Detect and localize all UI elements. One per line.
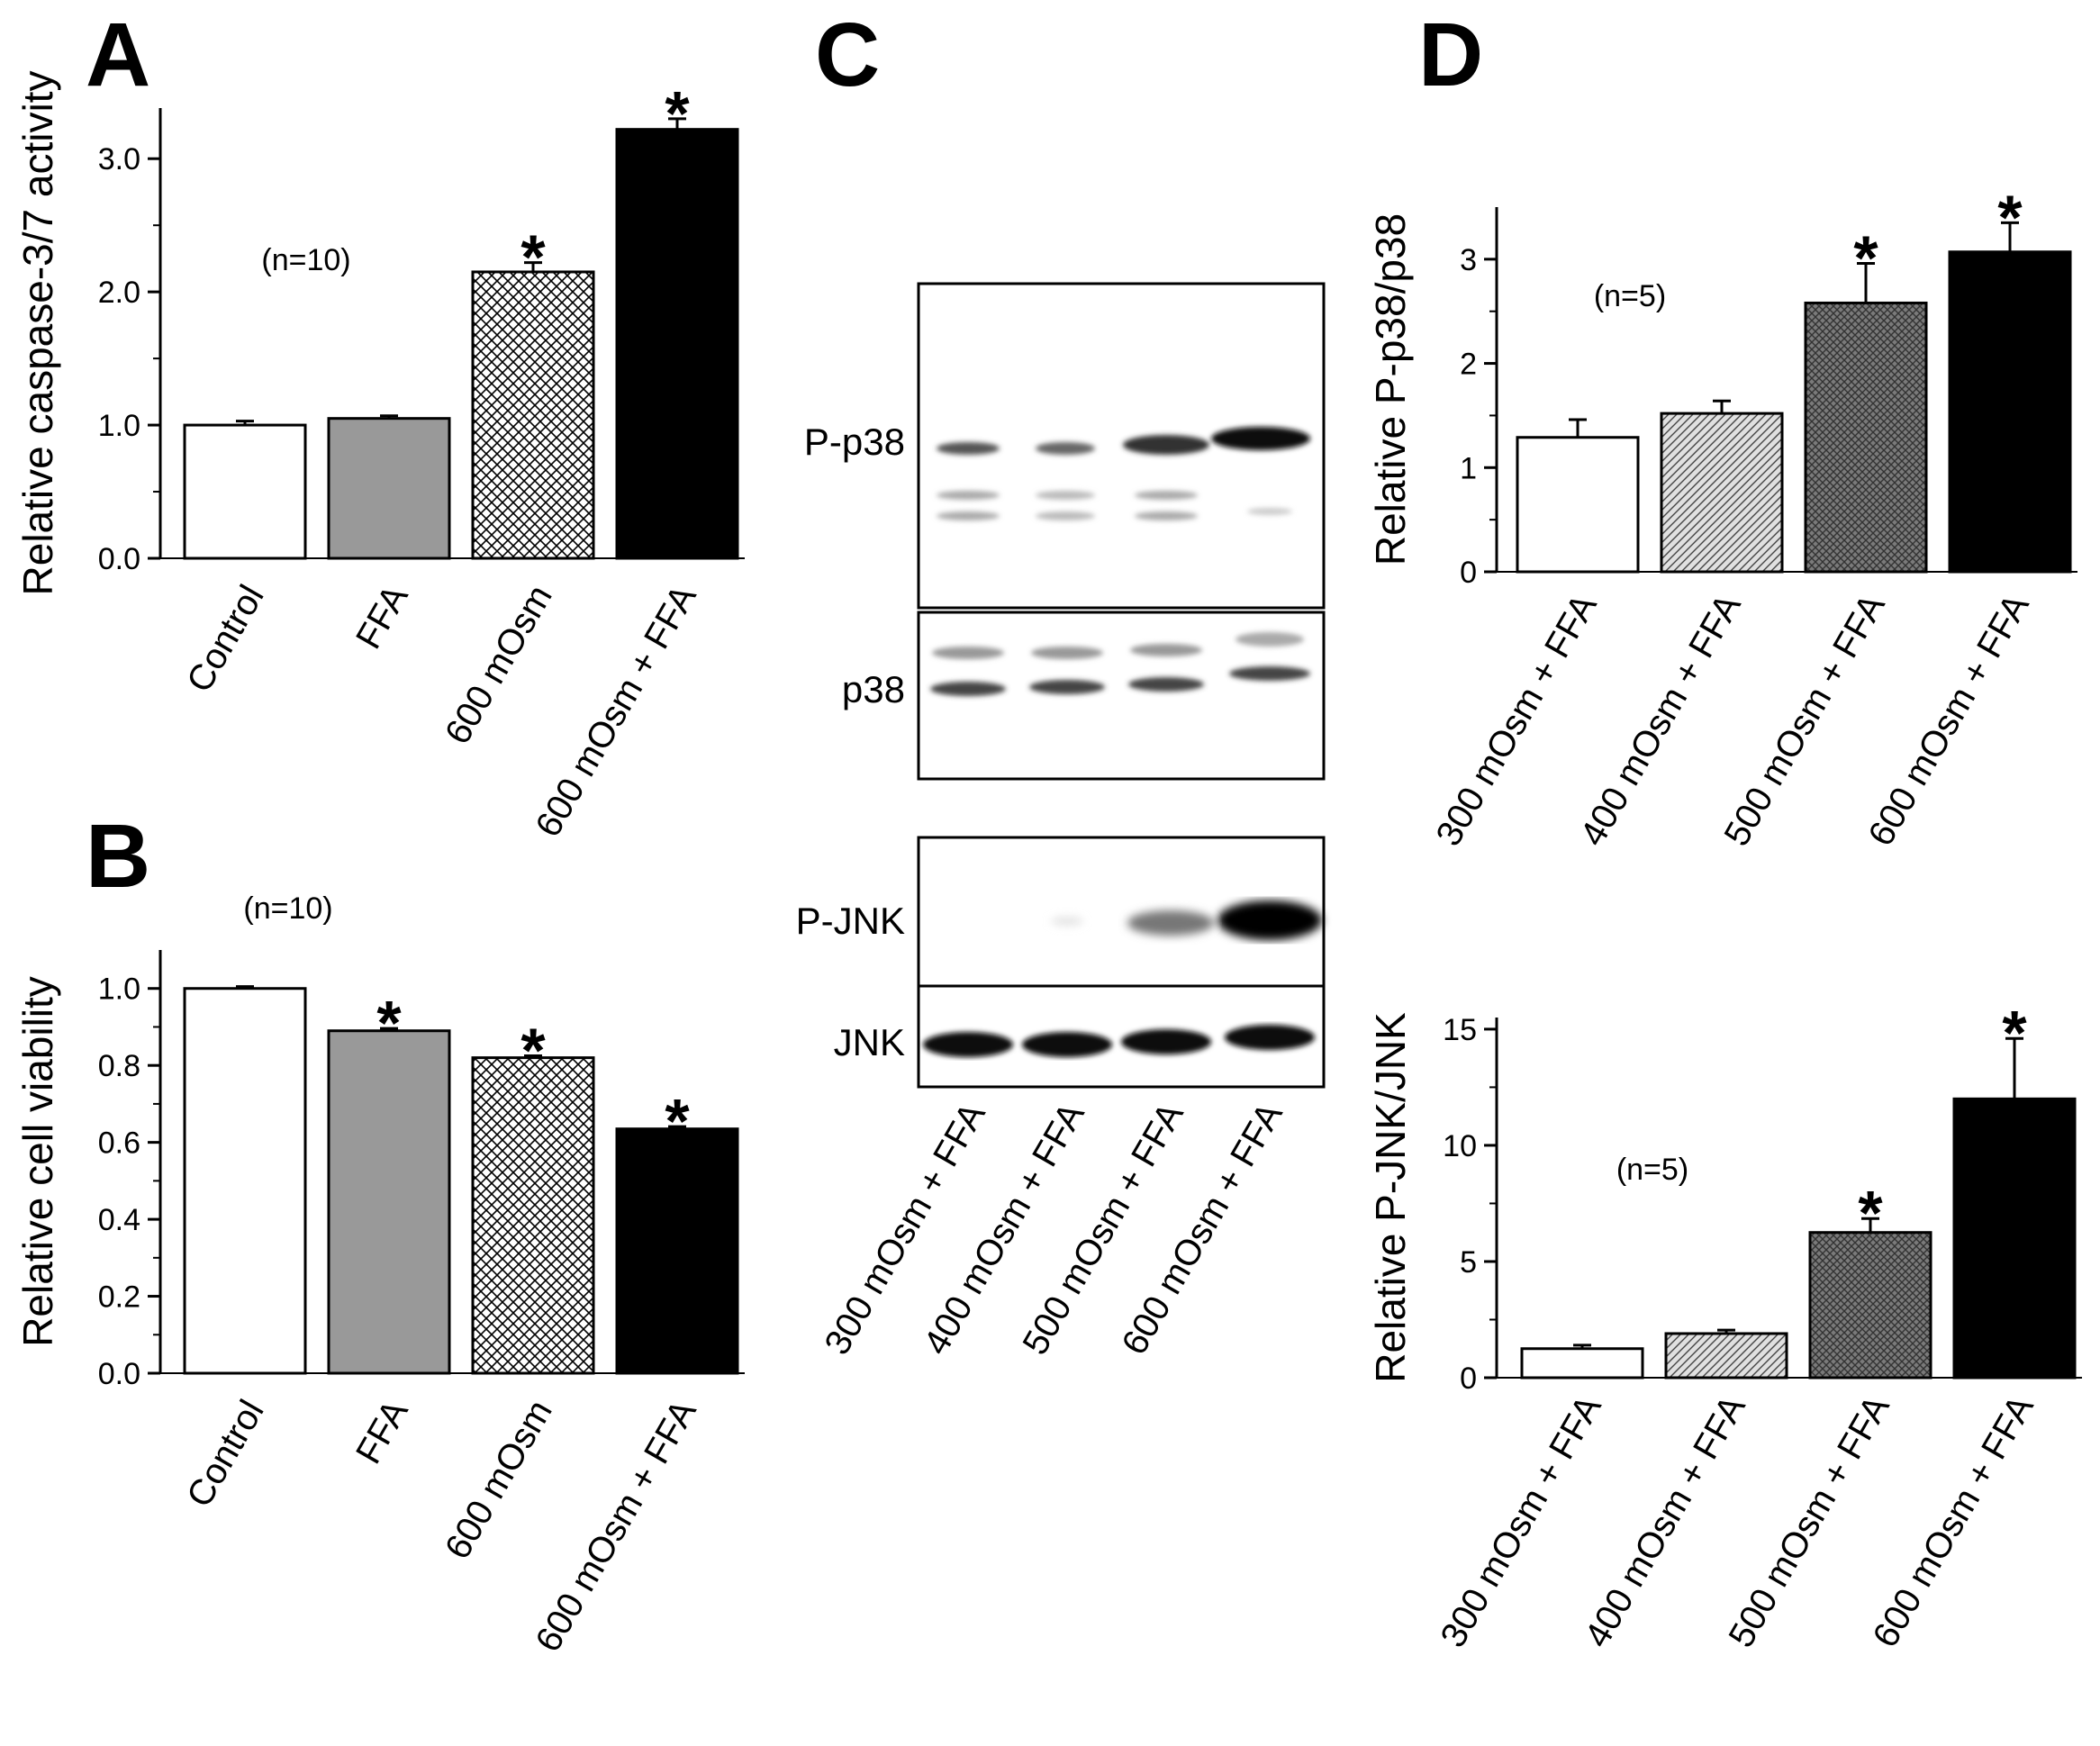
panel-label-b: B <box>86 806 150 907</box>
significance-star: * <box>1997 182 2023 252</box>
bar <box>327 417 451 560</box>
bar <box>327 1029 451 1375</box>
y-tick-label: 1.0 <box>98 973 140 1007</box>
y-tick-label: 0 <box>1460 1362 1477 1396</box>
y-tick-label: 1.0 <box>98 409 140 443</box>
western-blot-panel: C <box>796 5 1326 1362</box>
bar <box>1808 1231 1933 1380</box>
sample-size-note: (n=10) <box>261 243 350 277</box>
bar <box>1804 301 1928 574</box>
bar <box>1948 250 2072 574</box>
category-label: 600 mOsm + FFA <box>1865 1389 2041 1654</box>
y-tick-label: 0 <box>1460 556 1477 590</box>
chart-panel-a: A 0.0 1.0 2.0 3.0 Relative caspase-3/7 activi… <box>14 5 745 844</box>
blot-bands-p38 <box>930 632 1310 696</box>
category-label: 500 mOsm + FFA <box>1716 587 1893 853</box>
significance-star: * <box>1853 222 1878 293</box>
category-label: 400 mOsm + FFA <box>1577 1389 1753 1654</box>
category-label: 600 mOsm <box>438 1394 560 1566</box>
significance-star: * <box>376 988 402 1058</box>
y-tick-label: 0.6 <box>98 1126 140 1161</box>
category-label: 600 mOsm + FFA <box>528 1393 704 1659</box>
bar <box>1952 1097 2077 1380</box>
bar <box>1660 412 1784 574</box>
bar <box>1664 1332 1788 1380</box>
bar-charts: A 0.0 1.0 2.0 3.0 Relative caspase-3/7 activi… <box>14 5 2082 1659</box>
sample-size-note: (n=5) <box>1594 279 1666 313</box>
y-tick-label: 5 <box>1460 1245 1477 1280</box>
y-tick-label: 2 <box>1460 348 1477 382</box>
category-label: 300 mOsm + FFA <box>1433 1389 1609 1654</box>
y-tick-label: 0.0 <box>98 542 140 576</box>
bar <box>1516 436 1640 574</box>
category-label: 300 mOsm + FFA <box>1428 587 1605 853</box>
y-tick-label: 0.0 <box>98 1357 140 1391</box>
significance-star: * <box>1858 1178 1883 1248</box>
category-label: FFA <box>348 1393 416 1470</box>
blot-bands-p-p38 <box>937 427 1310 520</box>
blot-label-jnk: JNK <box>834 1021 905 1063</box>
significance-star: * <box>520 222 546 293</box>
y-tick-label: 3.0 <box>98 142 140 176</box>
y-tick-label: 0.4 <box>98 1203 140 1237</box>
y-axis-label: Relative P-p38/p38 <box>1367 213 1414 565</box>
y-axis-label: Relative caspase-3/7 activity <box>14 71 61 596</box>
blot-bands-p-jnk <box>1051 900 1322 940</box>
chart-p-jnk: 0 5 10 15 Relative P-JNK/JNK 300 mOsm + FFA40… <box>1367 998 2082 1654</box>
bar <box>183 423 307 560</box>
y-tick-label: 15 <box>1443 1013 1477 1047</box>
bar <box>471 1056 595 1375</box>
category-label: Control <box>179 1394 272 1515</box>
y-tick-label: 1 <box>1460 451 1477 485</box>
chart-panel-d: D 0 1 2 3 Relative P-p38/p38 300 mOsm + FFA400… <box>1367 5 2077 853</box>
blot-label-p-jnk: P-JNK <box>796 900 905 942</box>
category-label: FFA <box>348 578 416 656</box>
panel-label-c: C <box>815 5 880 105</box>
significance-star: * <box>665 78 690 149</box>
panel-label-d: D <box>1418 5 1483 105</box>
significance-star: * <box>665 1086 690 1156</box>
y-tick-label: 10 <box>1443 1129 1477 1163</box>
category-label: 600 mOsm + FFA <box>1860 587 2037 853</box>
category-label: 600 mOsm + FFA <box>528 578 704 844</box>
blot-bands-jnk <box>923 1025 1315 1057</box>
y-tick-label: 0.2 <box>98 1280 140 1315</box>
significance-star: * <box>520 1016 546 1086</box>
sample-size-note: (n=10) <box>243 891 332 926</box>
bar <box>183 987 307 1375</box>
blot-label-p38: p38 <box>842 668 905 710</box>
category-label: 400 mOsm + FFA <box>1572 587 1749 853</box>
y-tick-label: 2.0 <box>98 276 140 310</box>
chart-panel-b: B 0.0 0.2 0.4 0.6 0.8 1.0 Relative cell viabili… <box>14 806 745 1659</box>
y-axis-label: Relative P-JNK/JNK <box>1367 1012 1414 1383</box>
category-label: 600 mOsm <box>438 579 560 751</box>
bar <box>615 1127 739 1375</box>
y-axis-label: Relative cell viability <box>14 976 61 1347</box>
sample-size-note: (n=5) <box>1616 1153 1688 1187</box>
y-tick-label: 3 <box>1460 243 1477 277</box>
category-label: Control <box>179 579 272 700</box>
significance-star: * <box>2002 998 2027 1068</box>
category-label: 500 mOsm + FFA <box>1721 1389 1897 1654</box>
bar <box>471 270 595 560</box>
bar <box>1520 1347 1644 1380</box>
panel-label-a: A <box>86 5 150 105</box>
blot-label-p-p38: P-p38 <box>804 421 905 463</box>
bar <box>615 128 739 560</box>
y-tick-label: 0.8 <box>98 1049 140 1083</box>
